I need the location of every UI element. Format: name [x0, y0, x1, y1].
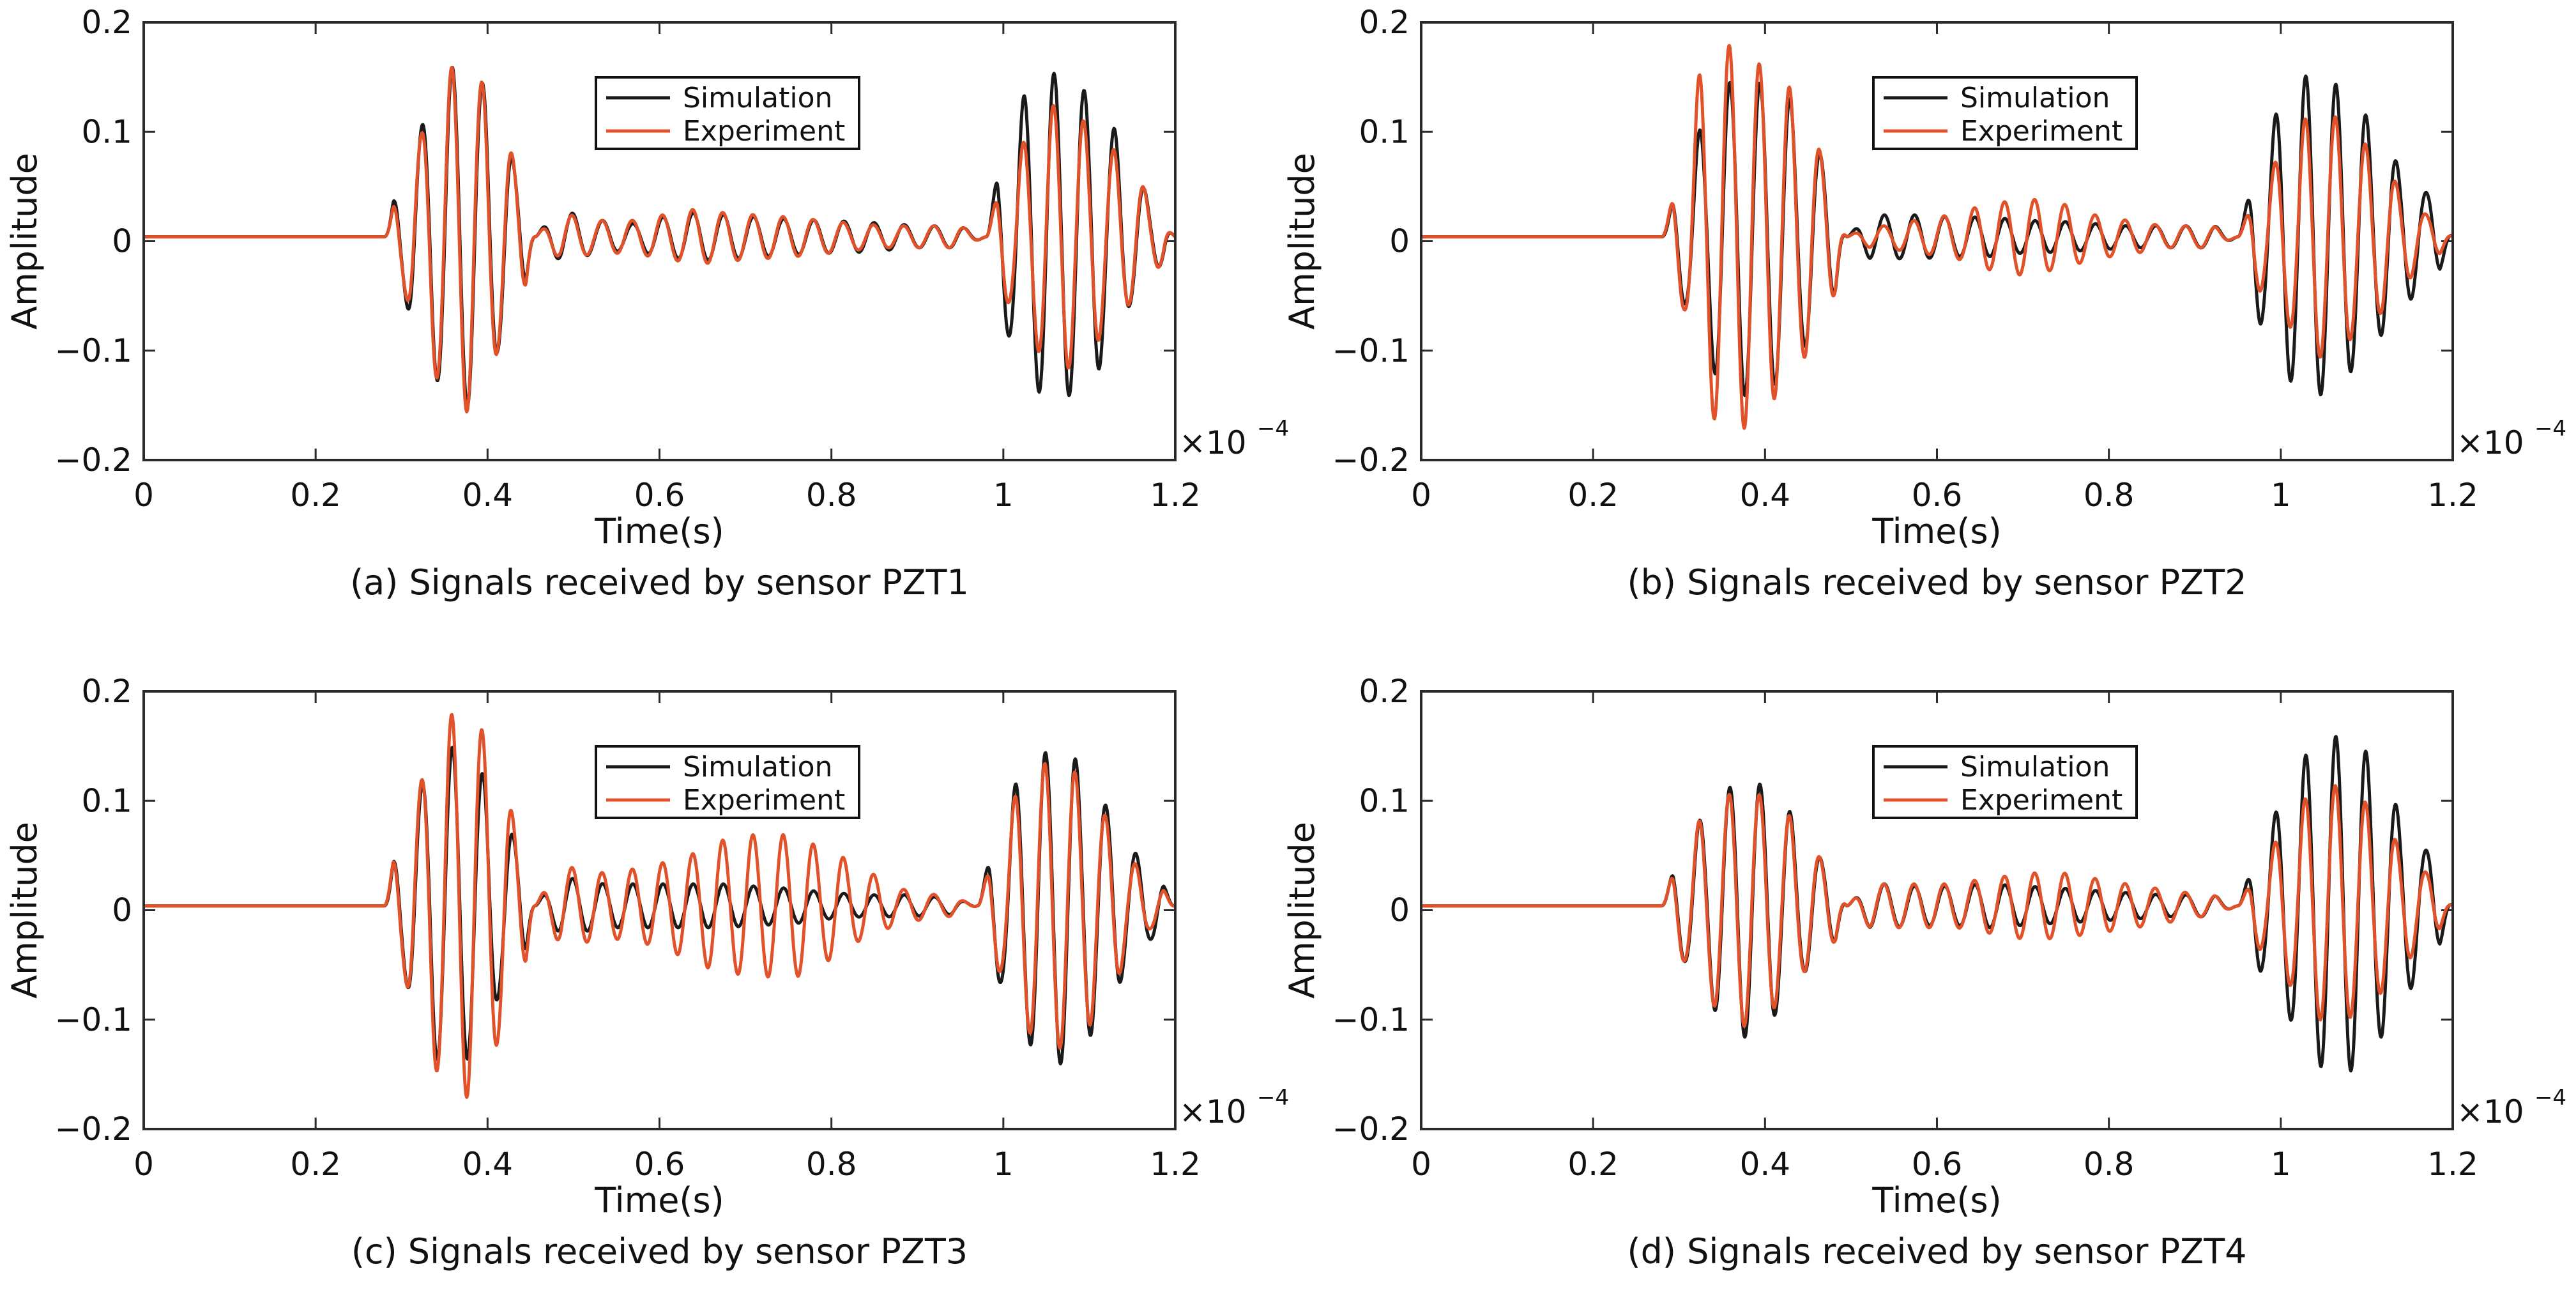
x-tick-label: 0 — [133, 477, 154, 514]
x-tick-label: 0 — [1411, 1146, 1431, 1183]
y-axis-label: Amplitude — [1282, 822, 1322, 999]
legend-label-experiment: Experiment — [1960, 115, 2123, 148]
x-tick-label: 1 — [993, 477, 1014, 514]
plot-frame — [142, 21, 1177, 461]
x-tick-label: 0.8 — [2084, 1146, 2135, 1183]
panel-caption: (b) Signals received by sensor PZT2 — [1627, 562, 2247, 603]
x-tick-label: 1.2 — [2427, 1146, 2478, 1183]
y-tick-label: 0.1 — [81, 782, 132, 819]
y-tick-label: −0.1 — [55, 1001, 132, 1038]
x-tick-label: 1 — [2271, 1146, 2291, 1183]
x-tick-label: 0.2 — [290, 477, 341, 514]
x-tick-label: 0.2 — [1567, 477, 1619, 514]
y-tick-label: 0 — [1389, 223, 1410, 260]
x-tick-label: 0.2 — [1567, 1146, 1619, 1183]
y-axis-label: Amplitude — [4, 153, 45, 330]
x-tick-label: 0 — [133, 1146, 154, 1183]
plot-frame — [1420, 21, 2454, 461]
x-axis-label: Time(s) — [1871, 511, 2001, 551]
x-tick-label: 0.4 — [1740, 477, 1791, 514]
chart-panel-b: −0.2 −0.1 0 0.1 0.2 0 0.2 0.4 0.6 0.8 1 1.2 Simulati… — [1282, 4, 2566, 603]
x-tick-label: 0.6 — [1912, 1146, 1963, 1183]
x-tick-label: 0.4 — [1740, 1146, 1791, 1183]
chart-panel-a: −0.2 −0.1 0 0.1 0.2 0 0.2 0.4 0.6 0.8 1 1.2 Simulati… — [4, 4, 1289, 603]
x-multiplier-exponent: −4 — [2534, 416, 2566, 442]
legend-label-simulation: Simulation — [1960, 82, 2110, 114]
x-tick-label: 0.2 — [290, 1146, 341, 1183]
y-tick-label: −0.1 — [1332, 332, 1410, 369]
legend-label-simulation: Simulation — [1960, 751, 2110, 783]
legend-label-simulation: Simulation — [683, 751, 832, 783]
x-multiplier-exponent: −4 — [2534, 1085, 2566, 1111]
x-tick-label: 1.2 — [1150, 477, 1201, 514]
x-tick-label: 0.8 — [2084, 477, 2135, 514]
legend-box — [1872, 745, 2138, 819]
legend-box — [595, 76, 860, 150]
legend-box — [595, 745, 860, 819]
x-tick-label: 0.8 — [806, 1146, 857, 1183]
x-tick-label: 0.4 — [462, 1146, 514, 1183]
panel-caption: (a) Signals received by sensor PZT1 — [350, 562, 969, 603]
x-axis-label: Time(s) — [594, 1180, 724, 1220]
y-tick-label: 0 — [1389, 892, 1410, 929]
y-tick-label: −0.2 — [55, 442, 132, 479]
y-tick-label: 0.1 — [1359, 113, 1410, 150]
x-multiplier-base: ×10 — [1179, 424, 1247, 461]
x-multiplier-exponent: −4 — [1257, 416, 1289, 442]
y-axis-label: Amplitude — [4, 822, 45, 999]
x-tick-label: 0.6 — [634, 477, 685, 514]
legend-label-experiment: Experiment — [683, 115, 845, 148]
panel-caption: (d) Signals received by sensor PZT4 — [1627, 1231, 2247, 1272]
y-tick-label: 0.2 — [81, 4, 132, 41]
y-tick-label: 0 — [112, 892, 132, 929]
chart-panel-d: −0.2 −0.1 0 0.1 0.2 0 0.2 0.4 0.6 0.8 1 1.2 Simulati… — [1282, 673, 2566, 1272]
y-tick-label: 0.2 — [81, 673, 132, 710]
plot-frame — [142, 690, 1177, 1130]
x-tick-label: 0.8 — [806, 477, 857, 514]
y-tick-label: −0.2 — [1332, 442, 1410, 479]
y-tick-label: −0.2 — [55, 1111, 132, 1148]
x-multiplier-exponent: −4 — [1257, 1085, 1289, 1111]
y-tick-label: 0.1 — [1359, 782, 1410, 819]
x-tick-label: 1 — [2271, 477, 2291, 514]
y-tick-label: 0.2 — [1359, 673, 1410, 710]
y-tick-label: −0.1 — [1332, 1001, 1410, 1038]
legend-label-experiment: Experiment — [1960, 784, 2123, 817]
y-tick-label: 0.1 — [81, 113, 132, 150]
legend-box — [1872, 76, 2138, 150]
chart-panel-c: −0.2 −0.1 0 0.1 0.2 0 0.2 0.4 0.6 0.8 1 1.2 Simulati… — [4, 673, 1289, 1272]
x-axis-label: Time(s) — [1871, 1180, 2001, 1220]
plot-frame — [1420, 690, 2454, 1130]
x-multiplier-base: ×10 — [2457, 424, 2524, 461]
series-line-experiment — [1421, 43, 2453, 430]
x-tick-label: 1.2 — [1150, 1146, 1201, 1183]
legend-label-experiment: Experiment — [683, 784, 845, 817]
panel-caption: (c) Signals received by sensor PZT3 — [351, 1231, 968, 1272]
series-line-experiment — [1421, 784, 2453, 1028]
x-tick-label: 0.4 — [462, 477, 514, 514]
y-tick-label: 0.2 — [1359, 4, 1410, 41]
x-tick-label: 0.6 — [634, 1146, 685, 1183]
y-tick-label: −0.2 — [1332, 1111, 1410, 1148]
x-tick-label: 0 — [1411, 477, 1431, 514]
x-tick-label: 0.6 — [1912, 477, 1963, 514]
x-axis-label: Time(s) — [594, 511, 724, 551]
series-line-experiment — [144, 712, 1175, 1099]
x-tick-label: 1.2 — [2427, 477, 2478, 514]
legend-label-simulation: Simulation — [683, 82, 832, 114]
y-tick-label: −0.1 — [55, 332, 132, 369]
y-tick-label: 0 — [112, 223, 132, 260]
y-axis-label: Amplitude — [1282, 153, 1322, 330]
x-multiplier-base: ×10 — [2457, 1093, 2524, 1130]
x-multiplier-base: ×10 — [1179, 1093, 1247, 1130]
x-tick-label: 1 — [993, 1146, 1014, 1183]
series-line-experiment — [144, 65, 1175, 413]
